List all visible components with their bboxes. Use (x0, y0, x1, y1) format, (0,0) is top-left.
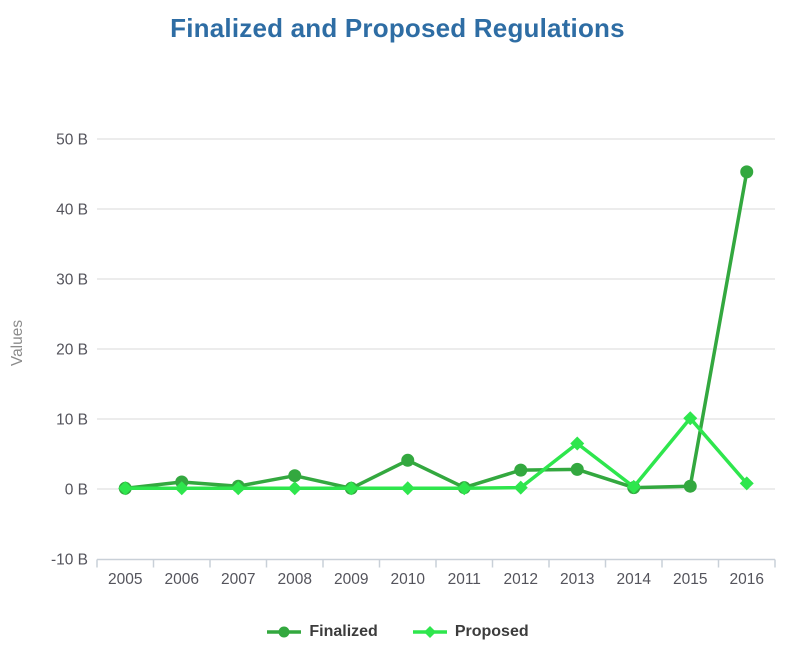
x-tick-label: 2007 (221, 571, 255, 588)
y-tick-label: 40 B (56, 202, 88, 219)
data-point-proposed (231, 481, 246, 496)
chart-legend: Finalized Proposed (0, 623, 795, 641)
data-point-proposed (457, 481, 472, 496)
data-point-proposed (513, 480, 528, 495)
y-axis-title: Values (9, 320, 26, 366)
data-point-finalized (740, 165, 754, 179)
y-tick-label: -10 B (51, 552, 88, 569)
data-point-finalized (288, 469, 302, 483)
x-tick-label: 2009 (334, 571, 368, 588)
data-point-proposed (570, 436, 585, 451)
x-tick-label: 2006 (165, 571, 199, 588)
legend-label-finalized: Finalized (309, 623, 378, 640)
data-point-proposed (174, 481, 189, 496)
x-tick-label: 2011 (448, 571, 481, 588)
x-tick-label: 2008 (278, 571, 312, 588)
x-tick-label: 2005 (108, 571, 142, 588)
data-point-proposed (118, 481, 133, 496)
x-tick-label: 2010 (391, 571, 426, 588)
x-tick-label: 2016 (730, 571, 764, 588)
proposed-marker-icon (412, 626, 447, 638)
data-point-proposed (344, 481, 359, 496)
data-point-proposed (287, 481, 302, 496)
chart-title: Finalized and Proposed Regulations (170, 13, 625, 43)
series-line-finalized (123, 170, 749, 491)
x-tick-label: 2012 (504, 571, 538, 588)
y-tick-label: 0 B (65, 482, 88, 499)
finalized-marker-icon (267, 626, 302, 638)
y-tick-label: 50 B (56, 132, 88, 149)
data-point-proposed (400, 481, 415, 496)
legend-item-finalized[interactable]: Finalized (266, 623, 378, 641)
legend-item-proposed[interactable]: Proposed (412, 623, 529, 641)
chart-plot-area: Values -10 B 0 B 10 B 20 B 30 B 40 B 50 B 2005 2… (9, 132, 776, 588)
data-point-finalized (514, 463, 528, 477)
data-point-finalized (401, 453, 415, 467)
data-point-proposed (626, 479, 641, 494)
series-line-proposed (123, 416, 749, 491)
x-tick-label: 2013 (560, 571, 594, 588)
data-point-finalized (683, 479, 697, 493)
legend-label-proposed: Proposed (454, 623, 529, 640)
data-point-proposed (683, 411, 698, 426)
y-tick-label: 30 B (56, 272, 88, 289)
data-point-finalized (570, 462, 584, 476)
y-tick-label: 20 B (56, 342, 88, 359)
y-tick-label: 10 B (56, 412, 88, 429)
x-tick-label: 2014 (617, 571, 652, 588)
x-tick-label: 2015 (673, 571, 707, 588)
data-point-proposed (739, 476, 754, 491)
